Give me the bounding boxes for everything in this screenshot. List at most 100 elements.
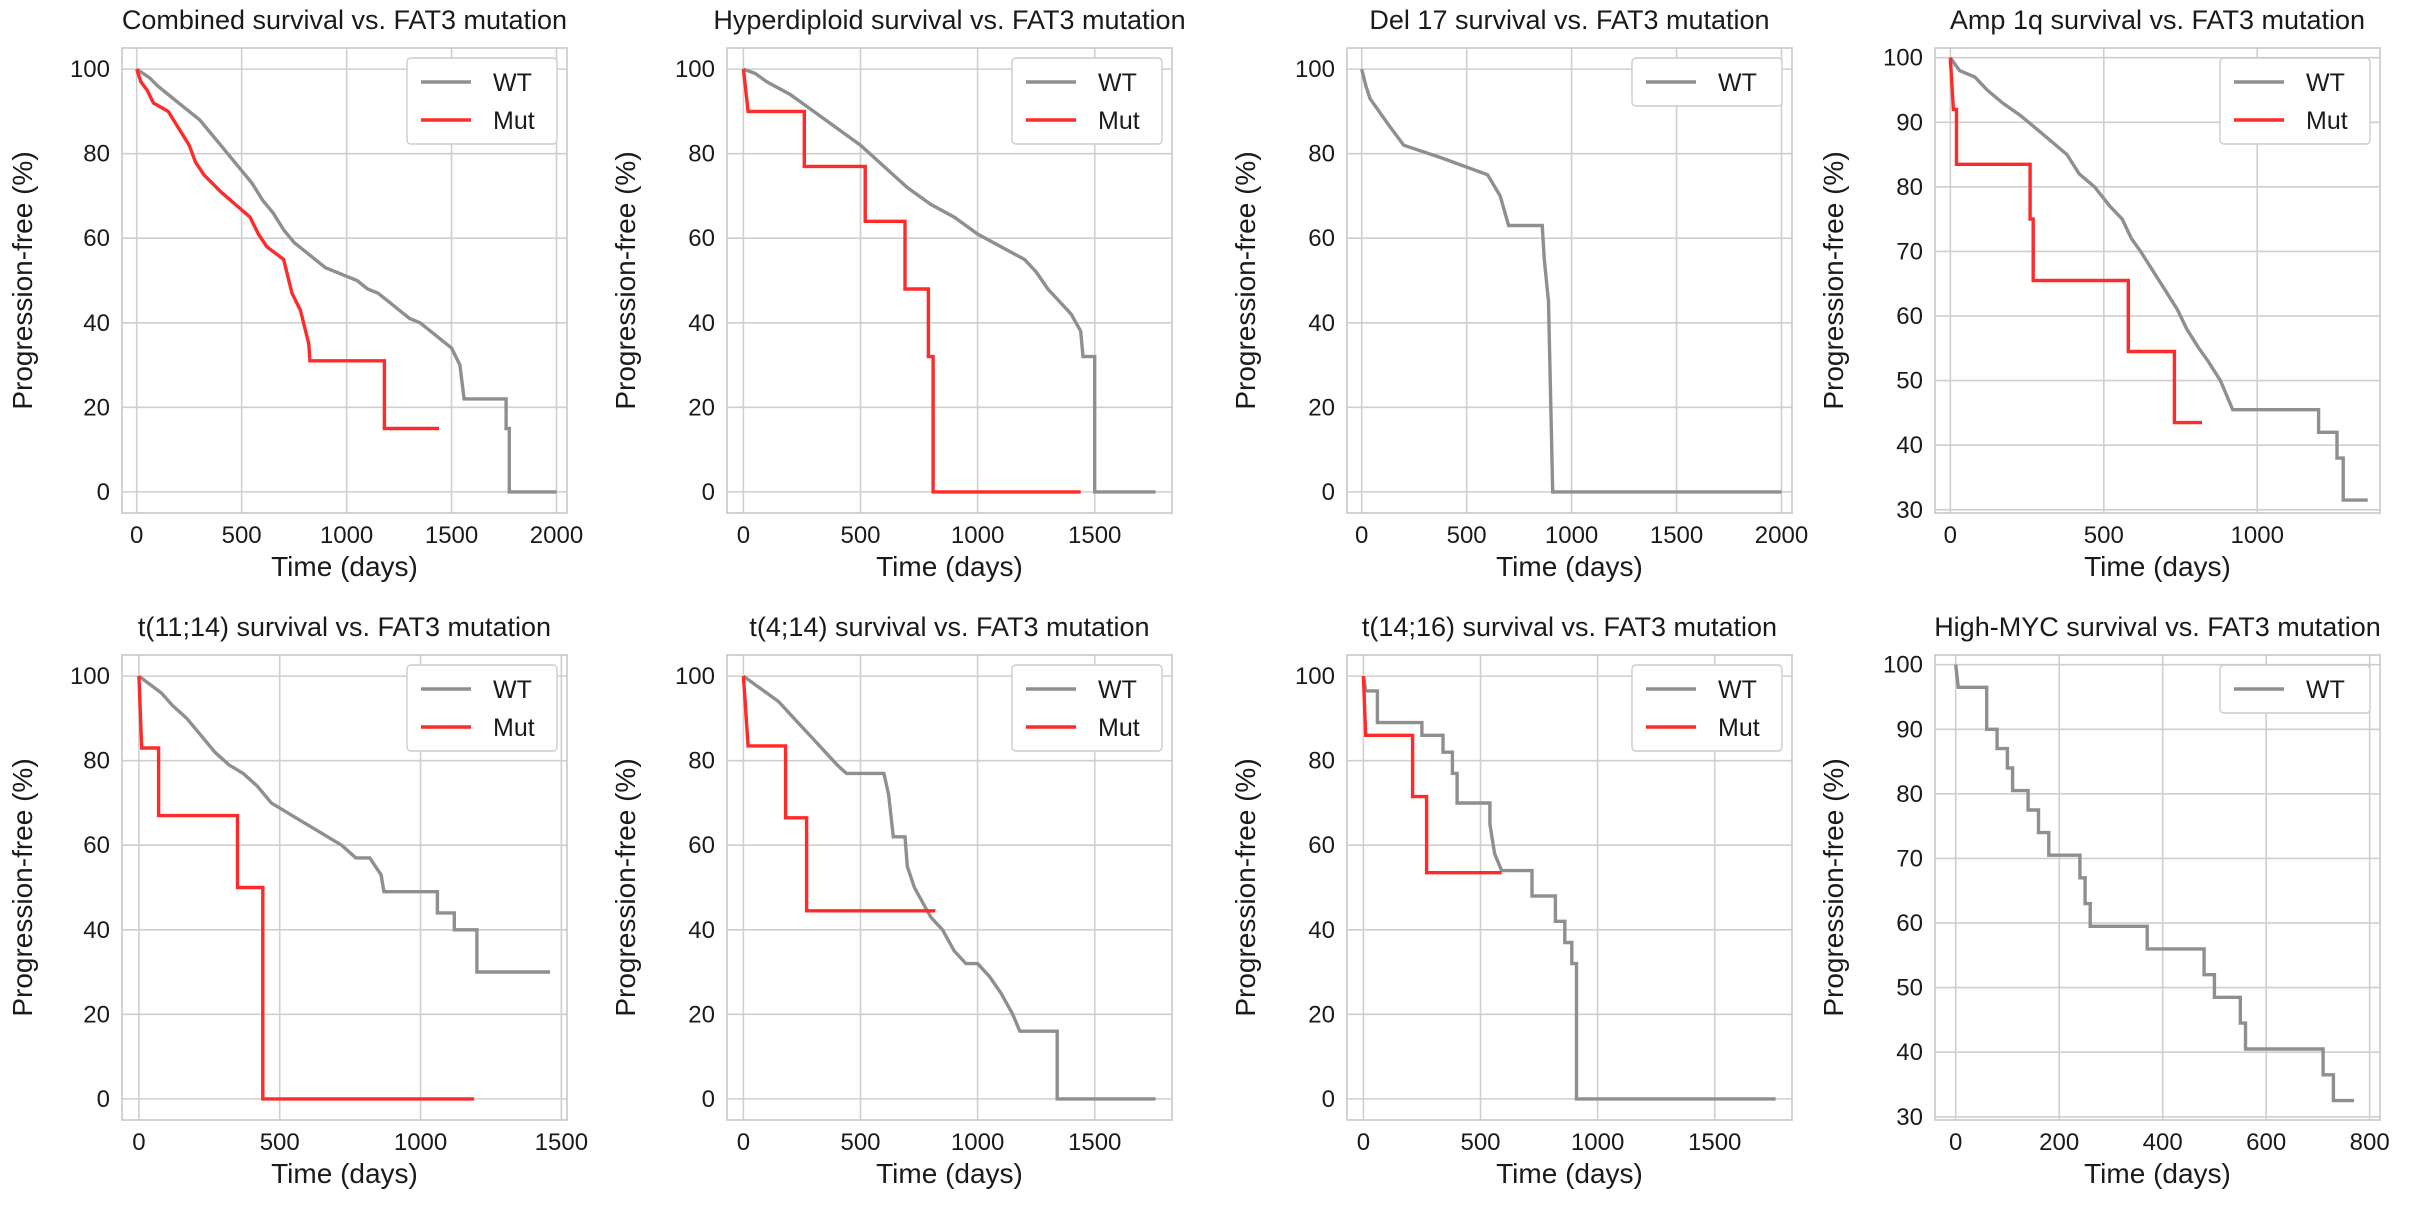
x-axis-label: Time (days): [2084, 1158, 2231, 1189]
y-tick-label: 80: [1896, 781, 1923, 808]
x-tick-label: 500: [260, 1129, 300, 1156]
chart-title: High-MYC survival vs. FAT3 mutation: [1934, 612, 2381, 642]
x-axis-label: Time (days): [2084, 551, 2231, 582]
y-tick-label: 80: [688, 141, 715, 168]
plot-frame: [1934, 47, 2381, 514]
x-tick-label: 1500: [1688, 1129, 1741, 1156]
legend: WT Mut: [2219, 57, 2371, 145]
series-line-wt: [1360, 68, 1782, 494]
x-tick-label: 0: [1355, 522, 1368, 549]
x-tick-label: 1000: [320, 522, 373, 549]
legend-label-wt: WT: [493, 69, 532, 97]
y-axis-label: Progression-free (%): [1818, 151, 1849, 409]
y-tick-label: 80: [1308, 748, 1335, 775]
x-tick-label: 1000: [1545, 522, 1598, 549]
y-tick-label: 100: [70, 663, 110, 690]
legend: WT Mut: [1011, 57, 1163, 145]
y-tick-label: 80: [83, 748, 110, 775]
y-tick-label: 80: [688, 748, 715, 775]
x-tick-label: 500: [2084, 522, 2124, 549]
legend-label-mut: Mut: [493, 714, 535, 742]
y-tick-label: 100: [1883, 652, 1923, 679]
x-tick-label: 800: [2350, 1129, 2390, 1156]
y-tick-label: 80: [1896, 174, 1923, 201]
plot-frame: [121, 654, 568, 1121]
series-line-wt: [1948, 56, 2368, 502]
legend: WT Mut: [406, 664, 558, 752]
x-axis-label: Time (days): [876, 1158, 1023, 1189]
y-tick-label: 40: [1308, 917, 1335, 944]
x-tick-label: 1000: [951, 1129, 1004, 1156]
legend-box: [1011, 664, 1163, 752]
legend-label-wt: WT: [1718, 676, 1757, 704]
y-tick-label: 100: [70, 56, 110, 83]
y-tick-label: 60: [83, 225, 110, 252]
y-tick-label: 40: [1308, 310, 1335, 337]
series-line-wt: [742, 674, 1156, 1101]
x-tick-label: 0: [1949, 1129, 1962, 1156]
y-axis-label: Progression-free (%): [1818, 758, 1849, 1016]
chart-title: Del 17 survival vs. FAT3 mutation: [1369, 5, 1769, 35]
legend: WT: [2219, 664, 2371, 714]
y-tick-label: 80: [1308, 141, 1335, 168]
x-tick-label: 1500: [535, 1129, 588, 1156]
x-tick-label: 0: [1357, 1129, 1370, 1156]
y-tick-label: 40: [688, 310, 715, 337]
series-line-wt: [1361, 675, 1776, 1101]
series-line-wt: [137, 674, 551, 974]
y-tick-label: 20: [83, 1001, 110, 1028]
panel-5: 0 500 1000 1500 0 20 40 60 80 100 t(11;14) surviva…: [7, 612, 588, 1189]
panel-6: 0 500 1000 1500 0 20 40 60 80 100 t(4;14) survival…: [610, 612, 1173, 1189]
x-tick-label: 0: [1944, 522, 1957, 549]
y-tick-label: 60: [688, 225, 715, 252]
x-tick-label: 400: [2143, 1129, 2183, 1156]
x-tick-label: 1500: [1068, 522, 1121, 549]
y-tick-label: 100: [1295, 663, 1335, 690]
y-tick-label: 90: [1896, 716, 1923, 743]
chart-title: t(4;14) survival vs. FAT3 mutation: [749, 612, 1149, 642]
legend-box: [2219, 664, 2371, 714]
y-tick-label: 70: [1896, 845, 1923, 872]
y-tick-label: 60: [1308, 225, 1335, 252]
y-axis-label: Progression-free (%): [610, 151, 641, 409]
x-tick-label: 1000: [1571, 1129, 1624, 1156]
legend-label-wt: WT: [1718, 69, 1757, 97]
x-tick-label: 2000: [530, 522, 583, 549]
legend-box: [1631, 664, 1783, 752]
chart-title: Combined survival vs. FAT3 mutation: [122, 5, 567, 35]
y-tick-label: 20: [1308, 1001, 1335, 1028]
series-line-mut: [135, 68, 439, 431]
x-tick-label: 1500: [1068, 1129, 1121, 1156]
x-tick-label: 500: [840, 522, 880, 549]
legend: WT Mut: [406, 57, 558, 145]
x-tick-label: 1000: [394, 1129, 447, 1156]
y-tick-label: 0: [1322, 479, 1335, 506]
x-tick-label: 0: [737, 1129, 750, 1156]
panel-4: 0 500 1000 30 40 50 60 70 80 90 100 Amp 1q survival…: [1818, 5, 2381, 582]
y-tick-label: 20: [688, 394, 715, 421]
y-tick-label: 0: [1322, 1086, 1335, 1113]
legend-box: [406, 57, 558, 145]
panel-8: 0 200 400 600 800 30 40 50 60 70 80 90 100 High-MYC s…: [1818, 612, 2390, 1189]
x-tick-label: 1500: [425, 522, 478, 549]
x-tick-label: 0: [737, 522, 750, 549]
y-tick-label: 20: [1308, 394, 1335, 421]
plot-frame: [726, 654, 1173, 1121]
series-line-mut: [1361, 676, 1502, 875]
y-tick-label: 60: [1308, 832, 1335, 859]
legend: WT: [1631, 57, 1783, 107]
x-tick-label: 1000: [951, 522, 1004, 549]
panel-7: 0 500 1000 1500 0 20 40 60 80 100 t(14;16) surviva…: [1230, 612, 1793, 1189]
legend-box: [2219, 57, 2371, 145]
legend-box: [1631, 57, 1783, 107]
series-line-mut: [1948, 57, 2202, 425]
y-tick-label: 100: [675, 56, 715, 83]
x-tick-label: 500: [840, 1129, 880, 1156]
legend-label-mut: Mut: [1718, 714, 1760, 742]
y-axis-label: Progression-free (%): [7, 151, 38, 409]
x-tick-label: 500: [1447, 522, 1487, 549]
y-tick-label: 30: [1896, 497, 1923, 524]
legend: WT Mut: [1631, 664, 1783, 752]
y-tick-label: 80: [83, 141, 110, 168]
